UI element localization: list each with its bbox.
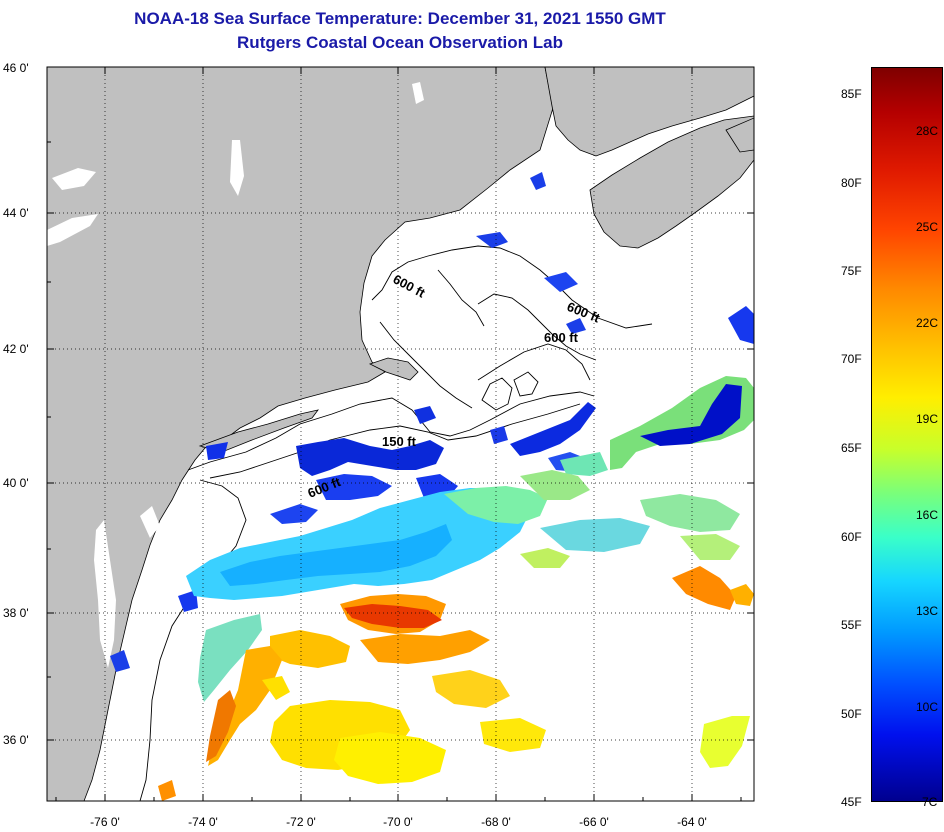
- map-frame: [46, 66, 755, 802]
- lat-label-46: 46 0': [3, 61, 29, 75]
- colorbar-label-28c: 28C: [916, 124, 939, 138]
- lake-champlain: [230, 140, 244, 196]
- colorbar-label-7c: 7C: [922, 795, 938, 809]
- colorbar-label-55f: 55F: [841, 618, 862, 632]
- lon-label-76: -76 0': [90, 815, 120, 829]
- colorbar-label-22c: 22C: [916, 316, 939, 330]
- colorbar-label-60f: 60F: [841, 530, 862, 544]
- lat-label-38: 38 0': [3, 606, 29, 620]
- cape-breton: [725, 117, 754, 153]
- lat-label-44: 44 0': [3, 206, 29, 220]
- colorbar-label-75f: 75F: [841, 264, 862, 278]
- landmass-us: [47, 67, 554, 801]
- map-subtitle: Rutgers Coastal Ocean Observation Lab: [237, 33, 563, 52]
- isobath-label-600ft-georges: 600 ft: [544, 330, 579, 345]
- chesapeake-bay: [94, 520, 116, 668]
- lat-label-36: 36 0': [3, 733, 29, 747]
- lake-ontario: [52, 168, 96, 190]
- axis-ticks: [47, 66, 754, 801]
- colorbar-label-80f: 80F: [841, 176, 862, 190]
- colorbar-label-70f: 70F: [841, 352, 862, 366]
- sst-cold-coastal: [110, 172, 754, 672]
- landmass-nova-scotia: [589, 115, 754, 249]
- colorbar-label-85f: 85F: [841, 87, 862, 101]
- lake-erie: [47, 214, 98, 246]
- isobath-contours: [139, 245, 653, 801]
- lon-label-68: -68 0': [481, 815, 511, 829]
- map-title: NOAA-18 Sea Surface Temperature: Decembe…: [134, 9, 666, 28]
- colorbar-label-25c: 25C: [916, 220, 939, 234]
- colorbar-label-19c: 19C: [916, 412, 939, 426]
- landmass-canada: [544, 67, 754, 157]
- lon-label-64: -64 0': [677, 815, 707, 829]
- lon-label-66: -66 0': [579, 815, 609, 829]
- colorbar-label-13c: 13C: [916, 604, 939, 618]
- isobath-label-150ft: 150 ft: [382, 434, 417, 449]
- sst-gulfstream-ring: [560, 376, 754, 476]
- delaware-bay: [140, 506, 160, 538]
- sst-warm-offshore: [158, 566, 754, 801]
- lon-label-74: -74 0': [188, 815, 218, 829]
- cape-cod: [368, 357, 419, 381]
- colorbar-label-65f: 65F: [841, 441, 862, 455]
- lon-label-70: -70 0': [383, 815, 413, 829]
- long-island: [198, 409, 319, 453]
- lon-label-72: -72 0': [286, 815, 316, 829]
- lat-label-40: 40 0': [3, 476, 29, 490]
- colorbar-label-10c: 10C: [916, 700, 939, 714]
- colorbar-label-16c: 16C: [916, 508, 939, 522]
- lake-moosehead: [412, 82, 424, 104]
- sst-shelf-slope: [186, 470, 740, 600]
- colorbar-label-45f: 45F: [841, 795, 862, 809]
- temperature-colorbar: [871, 67, 943, 802]
- colorbar-label-50f: 50F: [841, 707, 862, 721]
- lat-label-42: 42 0': [3, 342, 29, 356]
